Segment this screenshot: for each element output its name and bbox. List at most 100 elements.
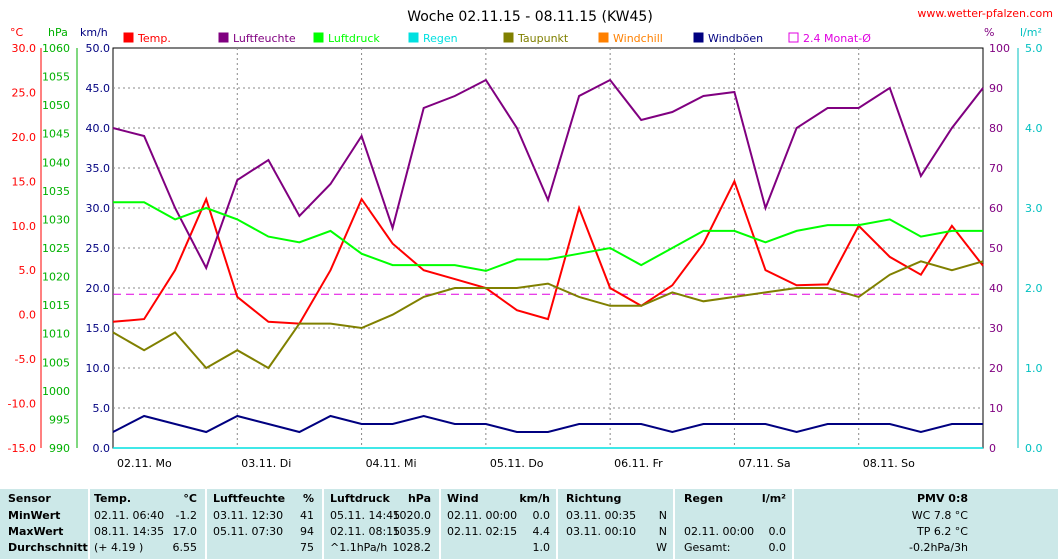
day-label: 02.11. Mo	[117, 457, 172, 470]
legend-label: Taupunkt	[517, 32, 569, 45]
press-tick: 1055	[42, 71, 70, 84]
legend-item: Luftdruck	[313, 32, 380, 45]
stats-col-dir: Richtung 03.11. 00:35 N 03.11. 00:10 N W	[558, 489, 675, 559]
hum-tick: 30	[989, 322, 1003, 335]
legend-item: 2.4 Monat-Ø	[788, 32, 871, 45]
day-label: 03.11. Di	[241, 457, 291, 470]
legend-swatch	[408, 32, 419, 43]
hum-tick: 0	[989, 442, 996, 455]
temp-tick: 0.0	[19, 309, 37, 322]
wind-tick: 0.0	[93, 442, 111, 455]
stats-value: TP 6.2 °C	[916, 525, 968, 538]
hum-tick: 100	[989, 42, 1010, 55]
stats-col-hum: Luftfeuchte % 03.11. 12:30 41 05.11. 07:…	[207, 489, 324, 559]
legend-swatch	[123, 32, 134, 43]
stats-time: (+ 4.19 )	[94, 541, 144, 554]
day-label: 07.11. Sa	[738, 457, 790, 470]
stats-header-press: Luftdruck	[330, 492, 390, 505]
stats-value: 0.0	[532, 509, 551, 522]
stats-value: 41	[300, 509, 314, 522]
rain-unit: l/m²	[1020, 26, 1042, 39]
press-tick: 1010	[42, 328, 70, 341]
wind-tick: 5.0	[93, 402, 111, 415]
stats-col-sensor: Sensor MinWert MaxWert Durchschnitt	[0, 489, 90, 559]
stats-header-sensor: Sensor	[8, 492, 51, 505]
temp-tick: 25.0	[12, 86, 37, 99]
legend-item: Windchill	[598, 32, 663, 45]
temp-tick: -15.0	[8, 442, 36, 455]
stats-value: 17.0	[172, 525, 198, 538]
stats-trend: ^1.1hPa/h	[330, 541, 388, 554]
stats-value: 75	[300, 541, 314, 554]
press-tick: 1035	[42, 185, 70, 198]
stats-value: 1.0	[532, 541, 551, 554]
stats-value: 0.0	[768, 541, 787, 554]
hum-tick: 10	[989, 402, 1003, 415]
stats-unit-hum: %	[302, 492, 314, 505]
rain-tick: 2.0	[1025, 282, 1043, 295]
hum-tick: 70	[989, 162, 1003, 175]
hum-unit: %	[984, 26, 994, 39]
stats-row-label: MaxWert	[8, 525, 64, 538]
press-tick: 1045	[42, 128, 70, 141]
press-tick: 1040	[42, 156, 70, 169]
weather-chart: Woche 02.11.15 - 08.11.15 (KW45) www.wet…	[8, 7, 1053, 470]
stats-time: 08.11. 14:35	[94, 525, 165, 538]
wind-tick: 20.0	[86, 282, 111, 295]
temp-tick: 20.0	[12, 131, 37, 144]
hum-tick: 20	[989, 362, 1003, 375]
stats-col-temp: Temp. °C 02.11. 06:40 -1.2 08.11. 14:35 …	[90, 489, 207, 559]
stats-value: 6.55	[172, 541, 198, 554]
stats-time: 03.11. 00:10	[566, 525, 637, 538]
wind-tick: 45.0	[86, 82, 111, 95]
wind-tick: 10.0	[86, 362, 111, 375]
stats-unit-press: hPa	[407, 492, 431, 505]
wind-tick: 50.0	[86, 42, 111, 55]
stats-unit-temp: °C	[183, 492, 197, 505]
rain-tick: 1.0	[1025, 362, 1043, 375]
series-lines	[112, 78, 984, 449]
hum-tick: 50	[989, 242, 1003, 255]
press-tick: 1025	[42, 242, 70, 255]
site-link[interactable]: www.wetter-pfalzen.com	[917, 7, 1053, 20]
day-label: 04.11. Mi	[366, 457, 417, 470]
stats-label: Gesamt:	[684, 541, 731, 554]
axes: 02.11. Mo 03.11. Di 04.11. Mi 05.11. Do 06.1…	[8, 42, 1043, 470]
legend-label: 2.4 Monat-Ø	[803, 32, 871, 45]
temp-tick: 5.0	[19, 264, 37, 277]
stats-value: 94	[300, 525, 314, 538]
chart-title: Woche 02.11.15 - 08.11.15 (KW45)	[407, 9, 653, 25]
stats-value: N	[658, 525, 667, 538]
temp-tick: -5.0	[15, 353, 36, 366]
wind-tick: 25.0	[86, 242, 111, 255]
press-tick: 1050	[42, 99, 70, 112]
stats-value: 4.4	[532, 525, 551, 538]
day-label: 05.11. Do	[490, 457, 544, 470]
hum-tick: 80	[989, 122, 1003, 135]
legend-swatch	[788, 32, 799, 43]
stats-value: 1020.0	[392, 509, 432, 522]
hum-tick: 40	[989, 282, 1003, 295]
stats-unit-wind: km/h	[519, 492, 550, 505]
legend-label: Temp.	[137, 32, 171, 45]
stats-col-pmv: PMV 0:8 WC 7.8 °C TP 6.2 °C -0.2hPa/3h	[794, 489, 1058, 559]
press-unit: hPa	[48, 26, 68, 39]
series-windböen	[112, 414, 983, 434]
stats-header-wind: Wind	[447, 492, 479, 505]
wind-tick: 15.0	[86, 322, 111, 335]
stats-time: 02.11. 08:15	[330, 525, 401, 538]
series-luftfeuchte	[112, 78, 984, 271]
press-tick: 1060	[42, 42, 70, 55]
stats-time: 02.11. 02:15	[447, 525, 518, 538]
legend-swatch	[313, 32, 324, 43]
stats-value: -1.2	[175, 509, 197, 522]
stats-value: 1028.2	[392, 541, 432, 554]
stats-value: N	[658, 509, 667, 522]
temp-unit: °C	[10, 26, 24, 39]
stats-time: 03.11. 12:30	[213, 509, 284, 522]
stats-header-rain: Regen	[684, 492, 724, 505]
stats-col-wind: Wind km/h 02.11. 00:00 0.0 02.11. 02:15 …	[441, 489, 558, 559]
stats-value: W	[656, 541, 667, 554]
legend-label: Regen	[423, 32, 458, 45]
legend-item: Windböen	[693, 32, 763, 45]
